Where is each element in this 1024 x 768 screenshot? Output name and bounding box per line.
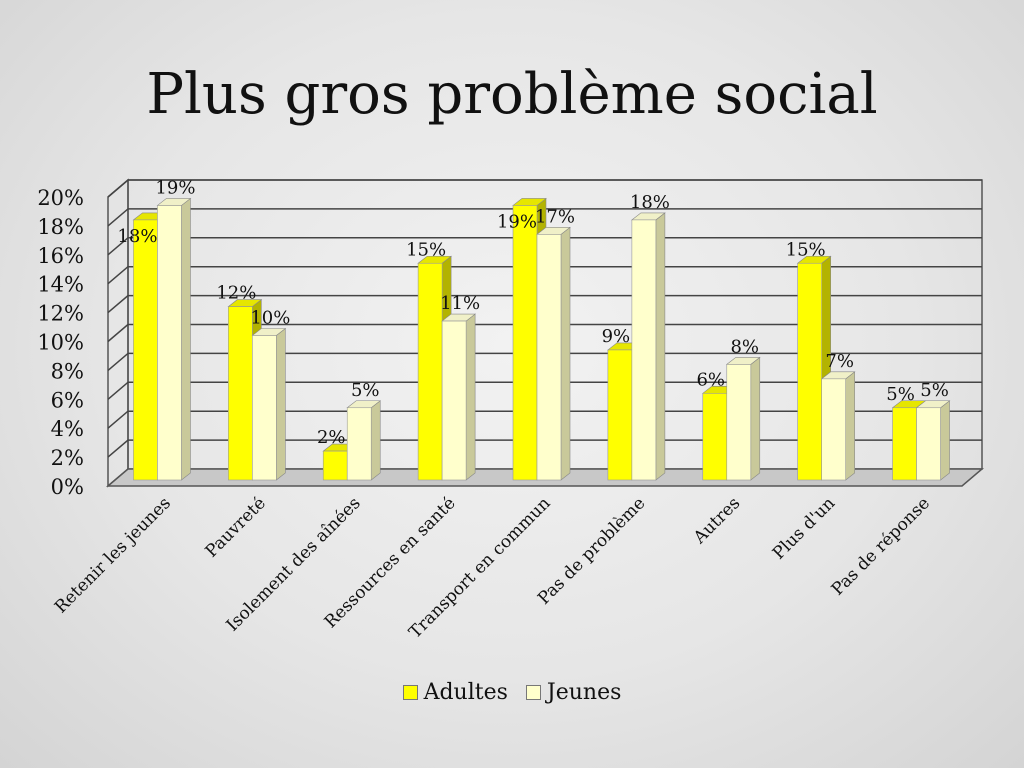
gridline-side: [107, 179, 129, 198]
data-label-adultes: 6%: [696, 369, 725, 390]
bar-jeunes: [725, 356, 761, 481]
data-label-jeunes: 8%: [730, 336, 759, 357]
x-tick-label: Pauvreté: [202, 493, 270, 561]
y-tick-label: 6%: [51, 388, 84, 412]
data-label-adultes: 2%: [317, 427, 346, 448]
data-label-adultes: 5%: [886, 384, 915, 405]
y-tick-label: 14%: [37, 273, 84, 297]
bar-jeunes: [441, 313, 476, 481]
data-label-jeunes: 10%: [250, 308, 290, 329]
y-tick-label: 2%: [51, 446, 84, 470]
legend-item-adultes: Adultes: [402, 680, 508, 705]
data-label-adultes: 12%: [216, 283, 256, 304]
data-label-adultes: 9%: [602, 326, 631, 347]
y-tick-label: 8%: [51, 359, 84, 383]
legend-swatch-adultes: [402, 685, 418, 700]
gridline-side: [107, 295, 129, 314]
bar-jeunes: [536, 226, 571, 481]
x-tick-label: Pas de problème: [534, 493, 649, 608]
gridline-side: [107, 410, 129, 429]
data-label-jeunes: 7%: [825, 351, 854, 372]
x-tick-label: Retenir les jeunes: [51, 493, 175, 617]
y-tick-label: 10%: [37, 331, 84, 355]
data-label-jeunes: 11%: [440, 293, 480, 314]
data-label-jeunes: 17%: [535, 206, 575, 227]
gridline-side: [107, 237, 129, 256]
x-tick-label: Autres: [689, 493, 744, 548]
chart-legend: Adultes Jeunes: [0, 680, 1024, 705]
legend-item-jeunes: Jeunes: [525, 680, 622, 705]
x-tick-label: Plus d'un: [769, 493, 839, 563]
data-label-adultes: 18%: [117, 226, 157, 247]
data-label-jeunes: 5%: [351, 380, 380, 401]
y-tick-label: 0%: [51, 475, 84, 499]
data-label-jeunes: 5%: [920, 380, 949, 401]
gridline-side: [107, 323, 129, 343]
gridline-side: [107, 208, 129, 227]
gridline-side: [107, 381, 129, 400]
data-label-jeunes: 19%: [155, 177, 195, 198]
bar-chart: 0%2%4%6%8%10%12%14%16%18%20%18%19%Reteni…: [37, 177, 985, 643]
data-label-adultes: 15%: [406, 239, 446, 260]
legend-label-adultes: Adultes: [423, 680, 508, 705]
y-tick-label: 18%: [37, 215, 84, 239]
bar-jeunes: [251, 327, 287, 481]
gridline-side: [107, 439, 129, 458]
y-tick-label: 16%: [37, 244, 84, 268]
y-tick-label: 4%: [51, 417, 84, 441]
gridline-side: [107, 352, 129, 371]
bar-jeunes: [631, 212, 666, 481]
x-tick-label: Pas de réponse: [828, 493, 934, 599]
bar-jeunes: [915, 400, 951, 481]
plot-area: 0%2%4%6%8%10%12%14%16%18%20%18%19%Reteni…: [37, 177, 985, 643]
legend-label-jeunes: Jeunes: [546, 680, 622, 705]
legend-swatch-jeunes: [525, 685, 541, 700]
data-label-jeunes: 18%: [630, 192, 670, 213]
data-label-adultes: 15%: [786, 239, 826, 260]
bar-jeunes: [346, 400, 382, 481]
y-tick-label: 20%: [37, 186, 84, 210]
bar-jeunes: [820, 371, 856, 481]
y-tick-label: 12%: [37, 302, 84, 326]
chart-title: Plus gros problème social: [146, 62, 878, 127]
gridline-side: [107, 266, 129, 285]
bar-jeunes: [156, 197, 192, 481]
data-label-adultes: 19%: [497, 211, 537, 232]
